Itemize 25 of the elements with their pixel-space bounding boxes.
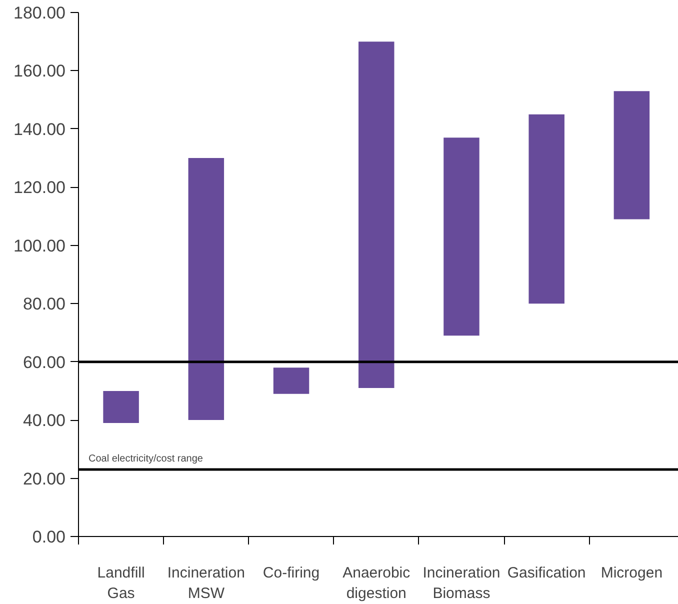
y-tick-label: 180.00 xyxy=(14,4,66,22)
y-tick-label: 60.00 xyxy=(22,352,66,372)
bar xyxy=(273,368,310,394)
y-tick-label: 20.00 xyxy=(22,469,66,488)
x-tick-label: Microgen xyxy=(600,564,663,582)
bar xyxy=(614,91,650,220)
x-tick-label: Incineration MSW xyxy=(167,564,245,602)
x-tick-label: Co-firing xyxy=(262,564,320,582)
y-tick-label: 160.00 xyxy=(14,62,66,81)
bar xyxy=(103,390,139,423)
x-tick-label: Anaerobic digestion xyxy=(342,564,411,602)
y-tick-label: 120.00 xyxy=(14,178,66,198)
bar xyxy=(444,138,480,336)
y-tick-label: 80.00 xyxy=(22,294,66,314)
bar xyxy=(188,158,224,420)
y-tick-label: 0.00 xyxy=(32,528,66,546)
bar xyxy=(358,42,394,388)
y-tick-label: 100.00 xyxy=(14,236,66,256)
y-tick-label: 40.00 xyxy=(22,411,66,430)
bar xyxy=(528,114,564,304)
x-tick-label: Incineration Biomass xyxy=(422,564,500,602)
x-tick-label: Gasification xyxy=(507,564,586,582)
y-tick-label: 140.00 xyxy=(14,120,66,139)
ref-line-label: Coal electricity/cost range xyxy=(88,454,204,465)
x-tick-label: Landfill Gas xyxy=(97,564,145,602)
